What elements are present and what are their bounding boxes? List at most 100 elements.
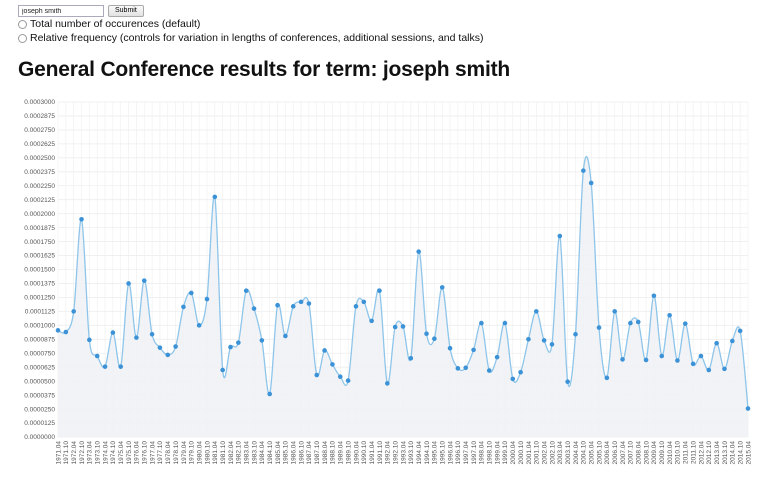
data-point[interactable] — [283, 333, 288, 339]
data-point[interactable] — [557, 233, 563, 239]
data-point[interactable] — [463, 365, 469, 371]
data-point[interactable] — [220, 367, 225, 373]
data-point[interactable] — [126, 281, 131, 286]
data-point[interactable] — [141, 278, 147, 283]
data-point[interactable] — [722, 366, 727, 372]
data-point[interactable] — [533, 309, 539, 314]
x-tick-label: 1985.10 — [283, 441, 290, 465]
data-point[interactable] — [604, 375, 610, 381]
data-point[interactable] — [588, 180, 594, 186]
data-point[interactable] — [675, 358, 680, 363]
data-point[interactable] — [612, 309, 618, 314]
radio-relative-frequency[interactable] — [18, 33, 27, 43]
data-point[interactable] — [79, 216, 84, 222]
data-point[interactable] — [690, 361, 696, 367]
data-point[interactable] — [730, 338, 735, 344]
y-tick-label: 0.0002500 — [24, 155, 55, 162]
data-point[interactable] — [502, 320, 508, 326]
data-point[interactable] — [87, 337, 92, 343]
data-point[interactable] — [471, 347, 476, 353]
data-point[interactable] — [682, 321, 688, 326]
data-point[interactable] — [102, 364, 108, 369]
data-point[interactable] — [565, 379, 570, 385]
data-point[interactable] — [518, 369, 523, 375]
data-point[interactable] — [275, 302, 280, 308]
data-point[interactable] — [267, 391, 273, 397]
data-point[interactable] — [486, 368, 492, 373]
data-point[interactable] — [596, 325, 602, 330]
data-point[interactable] — [424, 331, 429, 337]
data-point[interactable] — [173, 344, 178, 349]
data-point[interactable] — [479, 320, 484, 326]
data-point[interactable] — [628, 320, 633, 326]
data-point[interactable] — [737, 328, 743, 334]
data-point[interactable] — [314, 372, 320, 378]
x-axis: 1971.04 1971.10 1972.04 1972.10 1973.04 1973.… — [55, 441, 752, 465]
submit-button[interactable]: Submit — [108, 5, 144, 17]
search-input[interactable] — [18, 5, 104, 17]
data-point[interactable] — [204, 296, 210, 302]
data-point[interactable] — [385, 381, 390, 386]
data-point[interactable] — [188, 290, 194, 296]
data-point[interactable] — [228, 344, 233, 350]
data-point[interactable] — [306, 301, 312, 306]
data-point[interactable] — [573, 331, 578, 337]
data-point[interactable] — [659, 353, 665, 359]
data-point[interactable] — [149, 331, 155, 337]
data-point[interactable] — [416, 249, 421, 254]
data-point[interactable] — [353, 304, 359, 309]
data-point[interactable] — [698, 353, 704, 359]
data-point[interactable] — [118, 364, 124, 369]
data-point[interactable] — [526, 336, 531, 342]
data-point[interactable] — [236, 340, 241, 345]
data-point[interactable] — [259, 338, 265, 343]
data-point[interactable] — [455, 366, 461, 371]
data-point[interactable] — [369, 318, 374, 324]
radio-total-occurrences[interactable] — [18, 19, 27, 29]
option-total-occurrences[interactable]: Total number of occurences (default) — [18, 18, 200, 30]
data-point[interactable] — [447, 345, 453, 351]
data-point[interactable] — [181, 304, 186, 310]
data-point[interactable] — [345, 378, 351, 383]
data-point[interactable] — [110, 330, 116, 335]
data-point[interactable] — [620, 357, 625, 362]
data-point[interactable] — [196, 323, 202, 328]
data-point[interactable] — [439, 285, 445, 290]
data-point[interactable] — [337, 374, 343, 380]
data-point[interactable] — [581, 168, 586, 173]
data-point[interactable] — [745, 406, 751, 411]
data-point[interactable] — [541, 338, 547, 343]
y-tick-label: 0.0001125 — [25, 309, 56, 316]
data-point[interactable] — [400, 324, 406, 329]
data-point[interactable] — [377, 288, 382, 294]
data-point[interactable] — [510, 376, 516, 382]
option-relative-frequency[interactable]: Relative frequency (controls for variati… — [18, 32, 484, 44]
data-point[interactable] — [157, 345, 163, 350]
data-point[interactable] — [94, 353, 100, 359]
data-point[interactable] — [165, 352, 171, 358]
data-point[interactable] — [667, 312, 672, 318]
data-point[interactable] — [298, 299, 304, 305]
data-point[interactable] — [212, 194, 218, 200]
y-tick-label: 0.0000375 — [24, 392, 55, 399]
data-point[interactable] — [322, 348, 327, 353]
data-point[interactable] — [392, 324, 398, 330]
data-point[interactable] — [290, 304, 296, 309]
data-point[interactable] — [361, 299, 367, 305]
data-point[interactable] — [63, 329, 69, 335]
data-point[interactable] — [330, 362, 335, 367]
data-point[interactable] — [643, 357, 649, 363]
data-point[interactable] — [134, 335, 139, 340]
data-point[interactable] — [635, 319, 641, 325]
data-point[interactable] — [55, 328, 61, 333]
data-point[interactable] — [71, 309, 76, 314]
data-point[interactable] — [549, 342, 555, 347]
data-point[interactable] — [651, 293, 657, 299]
data-point[interactable] — [714, 340, 719, 346]
data-point[interactable] — [251, 306, 257, 311]
data-point[interactable] — [706, 367, 712, 373]
data-point[interactable] — [494, 354, 500, 360]
data-point[interactable] — [432, 336, 437, 342]
data-point[interactable] — [408, 355, 414, 361]
data-point[interactable] — [243, 288, 249, 294]
